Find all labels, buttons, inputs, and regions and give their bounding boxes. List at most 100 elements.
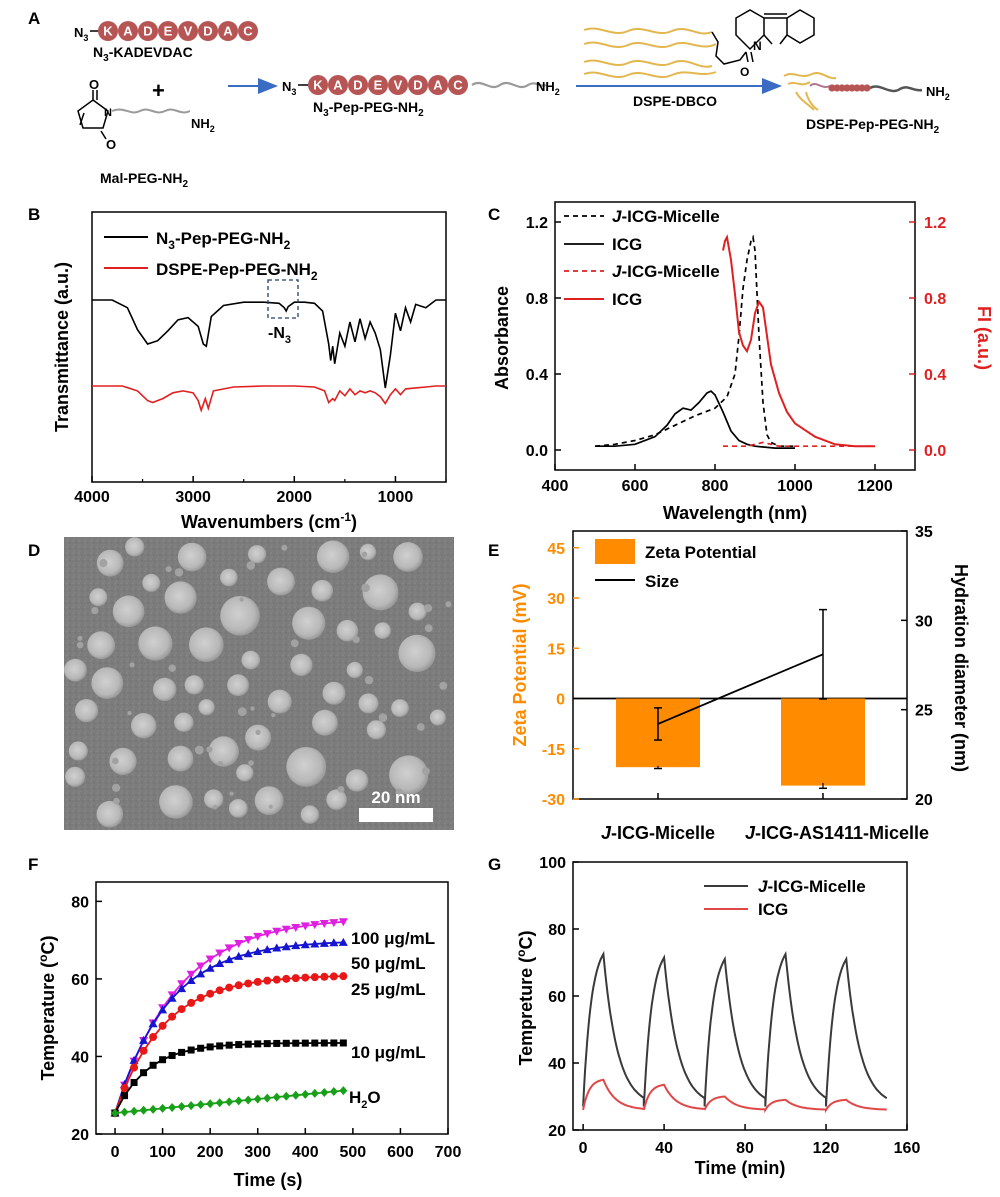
cycling-series-icg bbox=[582, 1078, 887, 1114]
tem-small-particle bbox=[424, 624, 433, 633]
heating-marker bbox=[167, 993, 177, 1002]
tem-small-particle bbox=[129, 662, 135, 668]
heating-x-tick-label: 500 bbox=[340, 1144, 367, 1161]
spectra-legend-label-2: ICG bbox=[612, 235, 642, 254]
heating-axes-frame bbox=[95, 881, 449, 1135]
tem-particle bbox=[204, 789, 224, 809]
cycling-y-tick-label: 80 bbox=[548, 922, 566, 939]
dspe-dbco-label: DSPE-DBCO bbox=[633, 93, 717, 109]
tem-small-particle bbox=[255, 729, 261, 736]
spectra-y-tick-label-right: 0.8 bbox=[924, 291, 946, 308]
panel-g: G 20 40 60 80 100 0 40 80 120 160 J-ICG-Micelle I… bbox=[488, 855, 920, 1178]
heating-marker bbox=[338, 937, 348, 946]
panel-label-e: E bbox=[488, 541, 499, 560]
tem-small-particle bbox=[239, 597, 244, 602]
zeta-y-tick-label-left: 30 bbox=[547, 591, 565, 608]
spectra-y-axis-left-label: Absorbance bbox=[492, 286, 512, 390]
heating-marker bbox=[281, 942, 291, 951]
heating-marker bbox=[215, 986, 224, 995]
ftir-x-tick-label: 4000 bbox=[74, 489, 110, 506]
peptide-bead bbox=[328, 75, 348, 95]
heating-marker bbox=[253, 1094, 262, 1104]
tem-small-particle bbox=[337, 786, 345, 793]
heating-marker bbox=[329, 1087, 338, 1097]
peptide-bead-letter: K bbox=[313, 78, 323, 93]
heating-marker bbox=[149, 1033, 158, 1042]
tem-scalebar-label: 20 nm bbox=[371, 788, 420, 807]
tem-particle bbox=[311, 579, 334, 602]
tem-particle bbox=[300, 805, 320, 824]
heating-x-axis-label: Time (s) bbox=[234, 1170, 303, 1190]
tem-small-particle bbox=[364, 675, 374, 685]
tem-particle bbox=[159, 785, 193, 819]
peptide-bead-letter: D bbox=[413, 78, 422, 93]
heating-marker bbox=[177, 984, 187, 993]
heating-marker bbox=[225, 983, 234, 992]
n-label-dbco: N bbox=[753, 39, 762, 53]
azide-annotation: -N3 bbox=[268, 325, 291, 346]
tem-particle bbox=[227, 674, 250, 697]
n3-pep-peg-nh2-label: N3-Pep-PEG-NH2 bbox=[313, 99, 424, 119]
tem-small-particle bbox=[352, 636, 360, 644]
heating-marker bbox=[148, 1019, 158, 1028]
heating-ticks: 20 40 60 80 0 100 200 300 400 500 600 700 bbox=[71, 894, 461, 1161]
tem-particle bbox=[346, 661, 363, 679]
heating-marker bbox=[253, 932, 263, 941]
zeta-category-label-1: J-ICG-Micelle bbox=[601, 823, 715, 843]
heating-marker bbox=[301, 973, 310, 982]
tem-small-particle bbox=[422, 767, 430, 776]
peptide-bead-letter: D bbox=[353, 78, 362, 93]
zeta-y-tick-label-right: 25 bbox=[915, 703, 933, 720]
heating-marker bbox=[130, 1106, 139, 1116]
tem-particle bbox=[267, 689, 292, 714]
tem-particle bbox=[374, 622, 392, 639]
heating-x-tick-label: 600 bbox=[387, 1144, 414, 1161]
peptide-bead bbox=[158, 21, 178, 41]
zeta-y-tick-label-right: 35 bbox=[915, 524, 933, 541]
peptide-bead bbox=[428, 75, 448, 95]
tem-small-particle bbox=[246, 561, 256, 570]
tem-small-particle bbox=[165, 566, 172, 573]
tem-small-particle bbox=[194, 745, 204, 755]
heating-marker bbox=[187, 998, 196, 1007]
cycling-legend-label-2: ICG bbox=[758, 900, 788, 919]
peptide-bead bbox=[138, 21, 158, 41]
tem-small-particle bbox=[217, 760, 223, 767]
tem-small-particle bbox=[168, 664, 176, 672]
tem-small-particle bbox=[416, 723, 425, 731]
heating-marker bbox=[224, 955, 234, 964]
heating-marker bbox=[329, 919, 339, 928]
tem-particle bbox=[398, 634, 436, 673]
spectra-series-j-icg-fi bbox=[723, 441, 875, 448]
zeta-legend-label-1: Zeta Potential bbox=[645, 543, 756, 562]
heating-marker bbox=[205, 963, 215, 972]
tem-particle bbox=[91, 667, 124, 699]
heating-marker bbox=[187, 1046, 195, 1054]
ftir-x-tick-label: 3000 bbox=[175, 489, 211, 506]
heating-marker bbox=[206, 1043, 214, 1051]
peptide-bead bbox=[178, 21, 198, 41]
heating-marker bbox=[272, 927, 282, 936]
heating-marker bbox=[339, 1086, 348, 1096]
heating-marker bbox=[234, 981, 243, 990]
zeta-y-axis-right-label: Hydration diameter (nm) bbox=[951, 564, 971, 772]
heating-marker bbox=[291, 923, 301, 932]
heating-marker bbox=[244, 1040, 252, 1048]
peptide-bead-letter: V bbox=[184, 24, 193, 39]
peptide-bead bbox=[118, 21, 138, 41]
tem-small-particle bbox=[99, 559, 108, 568]
heating-marker bbox=[300, 940, 310, 949]
heating-marker bbox=[339, 972, 348, 981]
zeta-y-tick-label-right: 30 bbox=[915, 613, 933, 630]
peptide-bead-letter: A bbox=[123, 24, 133, 39]
tem-particle bbox=[345, 769, 369, 792]
peptide-bead bbox=[843, 84, 851, 92]
heating-marker bbox=[244, 979, 253, 988]
tem-small-particle bbox=[361, 551, 368, 558]
mal-peg-nh2-label: Mal-PEG-NH2 bbox=[100, 170, 188, 190]
heating-marker bbox=[158, 1103, 167, 1113]
heating-marker bbox=[187, 1101, 196, 1111]
panel-label-c: C bbox=[488, 205, 500, 224]
peptide-bead-letter: C bbox=[243, 24, 253, 39]
heating-marker bbox=[130, 1063, 139, 1072]
